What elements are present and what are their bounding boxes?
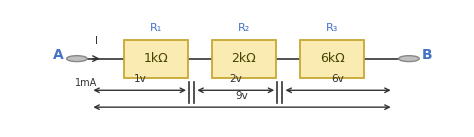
Bar [300,40,364,78]
Bar [124,40,188,78]
Text: 6kΩ: 6kΩ [319,52,345,65]
Text: 9v: 9v [236,91,248,101]
Text: R₂: R₂ [238,23,250,33]
Text: R₁: R₁ [150,23,162,33]
Text: R₃: R₃ [326,23,338,33]
Text: B: B [422,48,433,62]
Text: 6v: 6v [332,74,345,84]
Text: 2v: 2v [229,74,242,84]
Text: 1v: 1v [133,74,146,84]
Circle shape [399,56,419,62]
Text: I: I [95,36,98,46]
Text: 1kΩ: 1kΩ [143,52,168,65]
Text: 2kΩ: 2kΩ [231,52,256,65]
Text: 1mA: 1mA [75,78,97,88]
Bar [212,40,276,78]
Text: A: A [53,48,64,62]
Circle shape [66,56,87,62]
